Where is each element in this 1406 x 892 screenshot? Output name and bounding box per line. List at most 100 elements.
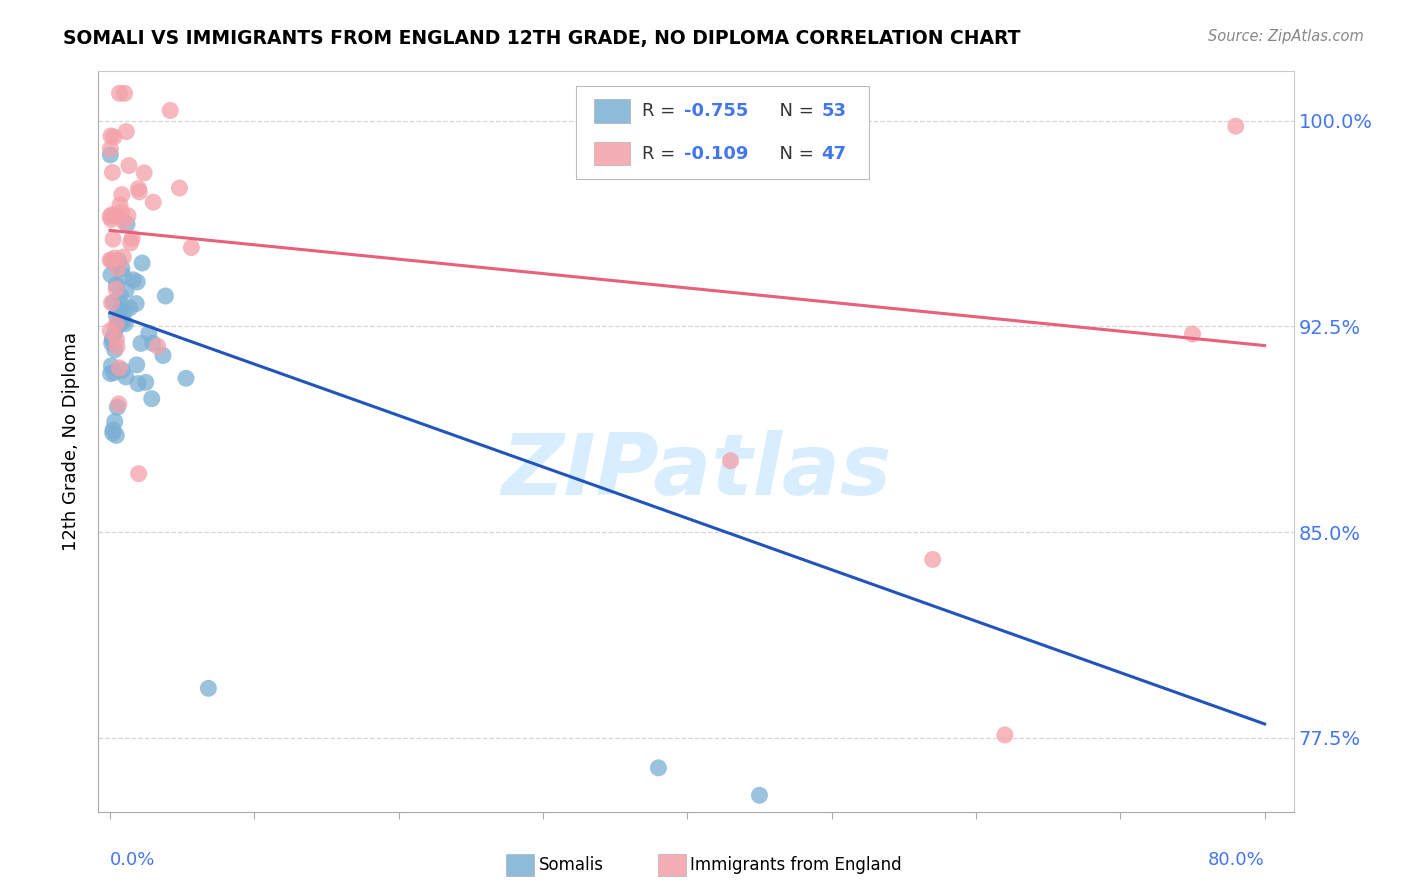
Point xyxy=(159,103,181,118)
Point xyxy=(115,125,138,139)
Point xyxy=(146,339,169,353)
Point xyxy=(104,209,127,223)
Point xyxy=(134,166,156,180)
Point xyxy=(647,761,669,775)
Point xyxy=(114,317,136,331)
Point xyxy=(169,181,191,195)
Point xyxy=(141,392,163,406)
Point xyxy=(101,333,124,347)
Point xyxy=(994,728,1017,742)
Point xyxy=(100,128,122,143)
Point xyxy=(118,301,141,315)
Point xyxy=(101,232,124,246)
Point xyxy=(115,217,138,231)
Point xyxy=(125,358,148,372)
Point xyxy=(101,165,124,179)
Text: SOMALI VS IMMIGRANTS FROM ENGLAND 12TH GRADE, NO DIPLOMA CORRELATION CHART: SOMALI VS IMMIGRANTS FROM ENGLAND 12TH G… xyxy=(63,29,1021,47)
Point xyxy=(101,208,124,222)
Point xyxy=(114,87,136,101)
Bar xyxy=(595,99,630,123)
Point xyxy=(138,326,160,341)
Point xyxy=(142,195,165,210)
Point xyxy=(127,376,149,391)
Text: R =: R = xyxy=(643,103,681,120)
Point xyxy=(100,336,122,351)
Point xyxy=(105,309,128,323)
Point xyxy=(108,361,131,376)
Point xyxy=(100,296,122,310)
Text: 47: 47 xyxy=(821,145,846,162)
Point xyxy=(108,87,131,101)
Point xyxy=(180,241,202,255)
Point xyxy=(103,255,125,269)
Text: 80.0%: 80.0% xyxy=(1208,851,1264,869)
Point xyxy=(110,205,132,219)
Point xyxy=(101,426,124,441)
Point xyxy=(111,363,134,377)
Point xyxy=(100,142,122,156)
Point xyxy=(120,235,142,250)
Y-axis label: 12th Grade, No Diploma: 12th Grade, No Diploma xyxy=(62,332,80,551)
Point xyxy=(155,289,177,303)
Point xyxy=(748,789,770,803)
Point xyxy=(105,400,128,414)
Point xyxy=(98,210,121,224)
Point xyxy=(115,283,138,297)
Text: -0.109: -0.109 xyxy=(685,145,748,162)
Point xyxy=(112,314,135,328)
Point xyxy=(105,318,128,332)
Text: N =: N = xyxy=(768,103,820,120)
Point xyxy=(100,359,122,373)
Point xyxy=(105,277,128,292)
Point xyxy=(111,261,134,276)
Point xyxy=(125,296,148,310)
Point xyxy=(98,148,121,162)
Point xyxy=(720,454,742,468)
Point xyxy=(152,349,174,363)
Point xyxy=(129,336,152,351)
Point xyxy=(98,324,121,338)
Text: R =: R = xyxy=(643,145,681,162)
Point xyxy=(105,333,128,347)
Point xyxy=(108,198,131,212)
Point xyxy=(100,367,122,381)
Point xyxy=(112,250,135,264)
Text: N =: N = xyxy=(768,145,820,162)
Point xyxy=(104,343,127,357)
Point xyxy=(107,261,129,276)
Bar xyxy=(595,142,630,165)
Point xyxy=(108,296,131,310)
Text: Source: ZipAtlas.com: Source: ZipAtlas.com xyxy=(1208,29,1364,44)
Point xyxy=(108,317,131,331)
Point xyxy=(104,251,127,265)
Point xyxy=(121,231,143,245)
Text: Immigrants from England: Immigrants from England xyxy=(690,856,903,874)
Point xyxy=(1225,119,1247,133)
Point xyxy=(107,397,129,411)
Point xyxy=(131,256,153,270)
Point xyxy=(100,268,122,282)
Point xyxy=(105,428,128,442)
Point xyxy=(112,268,135,283)
Point xyxy=(122,273,145,287)
Point xyxy=(110,288,132,302)
Point xyxy=(103,366,125,380)
Point xyxy=(117,209,139,223)
Text: 0.0%: 0.0% xyxy=(110,851,155,869)
Point xyxy=(135,376,157,390)
Point xyxy=(104,326,127,340)
Point xyxy=(142,336,165,351)
Point xyxy=(118,159,141,173)
Point xyxy=(107,318,129,333)
Point xyxy=(127,181,149,195)
Point xyxy=(111,187,134,202)
Point xyxy=(128,467,150,481)
Point xyxy=(101,332,124,346)
Text: ZIPatlas: ZIPatlas xyxy=(501,430,891,513)
Text: 53: 53 xyxy=(821,103,846,120)
Point xyxy=(174,371,197,385)
Point xyxy=(112,214,135,228)
Point xyxy=(127,275,149,289)
Point xyxy=(112,305,135,319)
Point xyxy=(921,552,943,566)
